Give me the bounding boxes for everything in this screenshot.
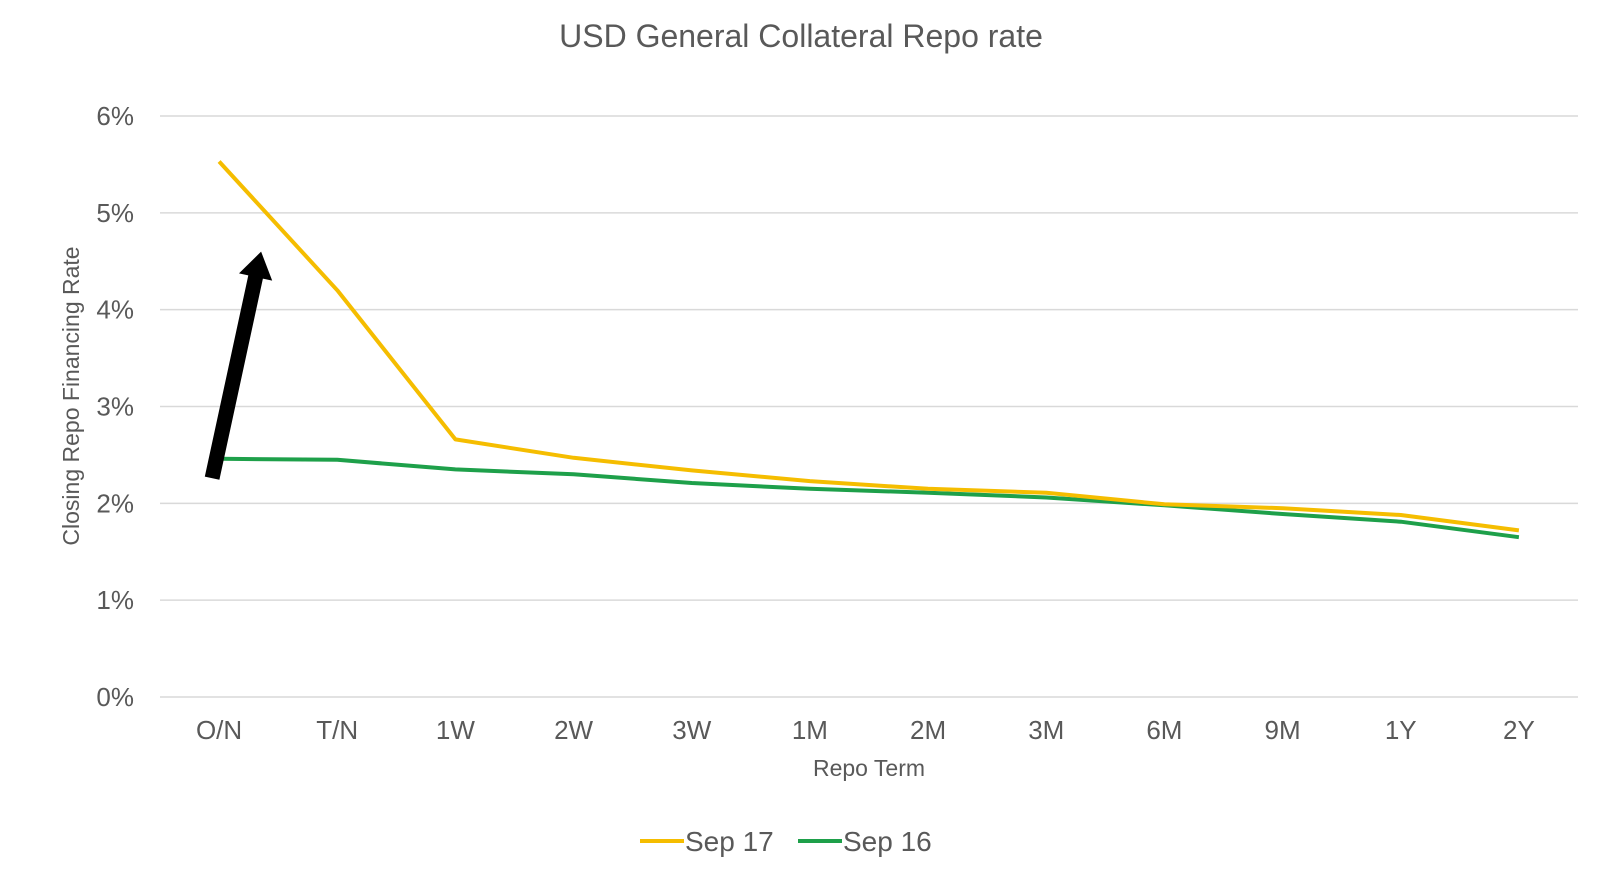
series-line-sep-16 (219, 456, 1520, 540)
y-axis-ticks: 0% 1% 2% 3% 4% 5% 6% (96, 101, 134, 712)
x-tick-label: 1W (436, 715, 475, 745)
y-axis-title: Closing Repo Financing Rate (58, 246, 84, 545)
x-axis-ticks: O/N T/N 1W 2W 3W 1M 2M 3M 6M 9M 1Y 2Y (196, 715, 1535, 745)
y-tick-label: 4% (96, 295, 134, 325)
x-tick-label: 9M (1265, 715, 1301, 745)
series-lines (217, 160, 1520, 540)
y-tick-label: 5% (96, 198, 134, 228)
x-axis-title: Repo Term (813, 755, 925, 781)
legend-label: Sep 17 (685, 826, 774, 857)
y-tick-label: 1% (96, 585, 134, 615)
y-tick-label: 3% (96, 392, 134, 422)
x-tick-label: 3W (672, 715, 711, 745)
legend: Sep 17 Sep 16 (640, 826, 932, 857)
x-tick-label: 1M (792, 715, 828, 745)
x-tick-label: 2M (910, 715, 946, 745)
x-tick-label: 3M (1028, 715, 1064, 745)
y-tick-label: 6% (96, 101, 134, 131)
x-tick-label: O/N (196, 715, 242, 745)
x-tick-label: 2Y (1503, 715, 1535, 745)
legend-label: Sep 16 (843, 826, 932, 857)
y-tick-label: 0% (96, 682, 134, 712)
x-tick-label: T/N (316, 715, 358, 745)
series-line-sep-17 (217, 160, 1520, 533)
gridlines (160, 115, 1578, 698)
x-tick-label: 2W (554, 715, 593, 745)
x-tick-label: 1Y (1385, 715, 1417, 745)
up-arrow-icon (204, 251, 273, 480)
y-tick-label: 2% (96, 488, 134, 518)
annotation (204, 251, 273, 480)
x-tick-label: 6M (1146, 715, 1182, 745)
chart-title: USD General Collateral Repo rate (559, 18, 1043, 54)
